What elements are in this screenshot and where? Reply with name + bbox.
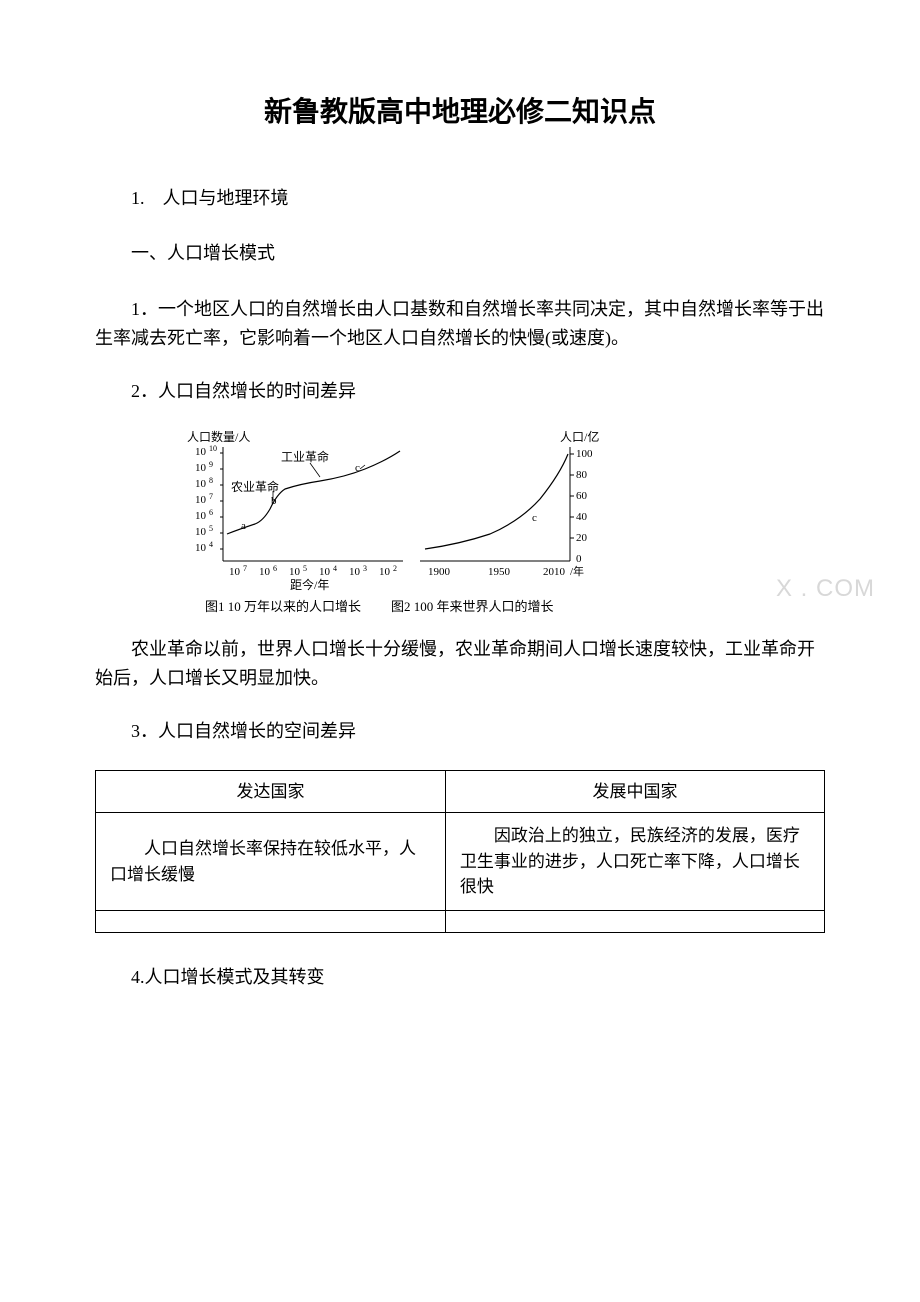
svg-text:80: 80: [576, 469, 588, 481]
svg-text:10: 10: [379, 566, 391, 578]
svg-text:40: 40: [576, 511, 588, 523]
svg-text:c: c: [532, 512, 537, 524]
chart-right-caption: 图2 100 年来世界人口的增长: [391, 596, 554, 615]
topic-heading: 1. 人口与地理环境: [95, 185, 825, 212]
chart-left-ylabel: 人口数量/人: [187, 429, 250, 444]
svg-text:10: 10: [209, 444, 217, 453]
svg-text:4: 4: [209, 540, 213, 549]
chart-right: 人口/亿 100 80 60 40 20 0 1900 1950 2010 /年…: [410, 429, 610, 594]
table-cell-empty: [445, 910, 824, 932]
indus-label: 工业革命: [281, 449, 329, 464]
svg-text:10: 10: [349, 566, 361, 578]
svg-text:3: 3: [363, 564, 367, 573]
table-row: 人口自然增长率保持在较低水平，人口增长缓慢 因政治上的独立，民族经济的发展，医疗…: [96, 813, 825, 911]
svg-text:10: 10: [319, 566, 331, 578]
svg-text:100: 100: [576, 448, 593, 460]
svg-text:4: 4: [333, 564, 337, 573]
svg-text:1950: 1950: [488, 566, 511, 578]
svg-text:c: c: [355, 462, 360, 474]
paragraph-point2: 2．人口自然增长的时间差异: [95, 377, 825, 406]
chart-container: X . COM 人口数量/人 1010 109 108 107 106 105 …: [185, 429, 825, 615]
svg-text:5: 5: [303, 564, 307, 573]
table-header-cell: 发达国家: [96, 770, 446, 813]
svg-text:10: 10: [195, 510, 207, 522]
table-row-empty: [96, 910, 825, 932]
svg-text:10: 10: [289, 566, 301, 578]
page-title: 新鲁教版高中地理必修二知识点: [95, 90, 825, 130]
svg-text:9: 9: [209, 460, 213, 469]
svg-text:8: 8: [209, 476, 213, 485]
svg-text:0: 0: [576, 553, 582, 565]
table-cell-empty: [96, 910, 446, 932]
svg-text:6: 6: [209, 508, 213, 517]
chart-right-ylabel: 人口/亿: [560, 429, 599, 444]
svg-text:7: 7: [209, 492, 213, 501]
table-cell: 因政治上的独立，民族经济的发展，医疗卫生事业的进步，人口死亡率下降，人口增长很快: [445, 813, 824, 911]
svg-text:10: 10: [195, 478, 207, 490]
table-header-cell: 发展中国家: [445, 770, 824, 813]
section-heading-1: 一、人口增长模式: [95, 240, 825, 267]
paragraph-after-chart: 农业革命以前，世界人口增长十分缓慢，农业革命期间人口增长速度较快，工业革命开始后…: [95, 635, 825, 693]
svg-text:10: 10: [229, 566, 241, 578]
svg-text:1900: 1900: [428, 566, 451, 578]
svg-text:2: 2: [393, 564, 397, 573]
svg-text:b: b: [271, 495, 277, 507]
chart-left-xlabel: 距今/年: [290, 577, 329, 592]
chart-left: 人口数量/人 1010 109 108 107 106 105 104 107 …: [185, 429, 410, 594]
svg-text:2010: 2010: [543, 566, 566, 578]
table-cell: 人口自然增长率保持在较低水平，人口增长缓慢: [96, 813, 446, 911]
svg-text:6: 6: [273, 564, 277, 573]
svg-text:10: 10: [195, 526, 207, 538]
svg-text:/年: /年: [570, 564, 584, 578]
chart-left-caption: 图1 10 万年以来的人口增长: [205, 596, 361, 615]
paragraph-point3: 3．人口自然增长的空间差异: [95, 717, 825, 746]
paragraph-point4: 4.人口增长模式及其转变: [95, 963, 825, 992]
svg-text:60: 60: [576, 490, 588, 502]
paragraph-point1: 1．一个地区人口的自然增长由人口基数和自然增长率共同决定，其中自然增长率等于出生…: [95, 295, 825, 353]
svg-text:5: 5: [209, 524, 213, 533]
svg-text:10: 10: [195, 494, 207, 506]
svg-text:10: 10: [195, 446, 207, 458]
svg-text:10: 10: [259, 566, 271, 578]
agri-label: 农业革命: [231, 479, 279, 494]
comparison-table: 发达国家 发展中国家 人口自然增长率保持在较低水平，人口增长缓慢 因政治上的独立…: [95, 770, 825, 933]
watermark-text: X . COM: [776, 575, 875, 603]
svg-text:7: 7: [243, 564, 247, 573]
table-header-row: 发达国家 发展中国家: [96, 770, 825, 813]
svg-text:10: 10: [195, 542, 207, 554]
svg-text:a: a: [241, 520, 246, 532]
svg-text:20: 20: [576, 532, 588, 544]
svg-text:10: 10: [195, 462, 207, 474]
